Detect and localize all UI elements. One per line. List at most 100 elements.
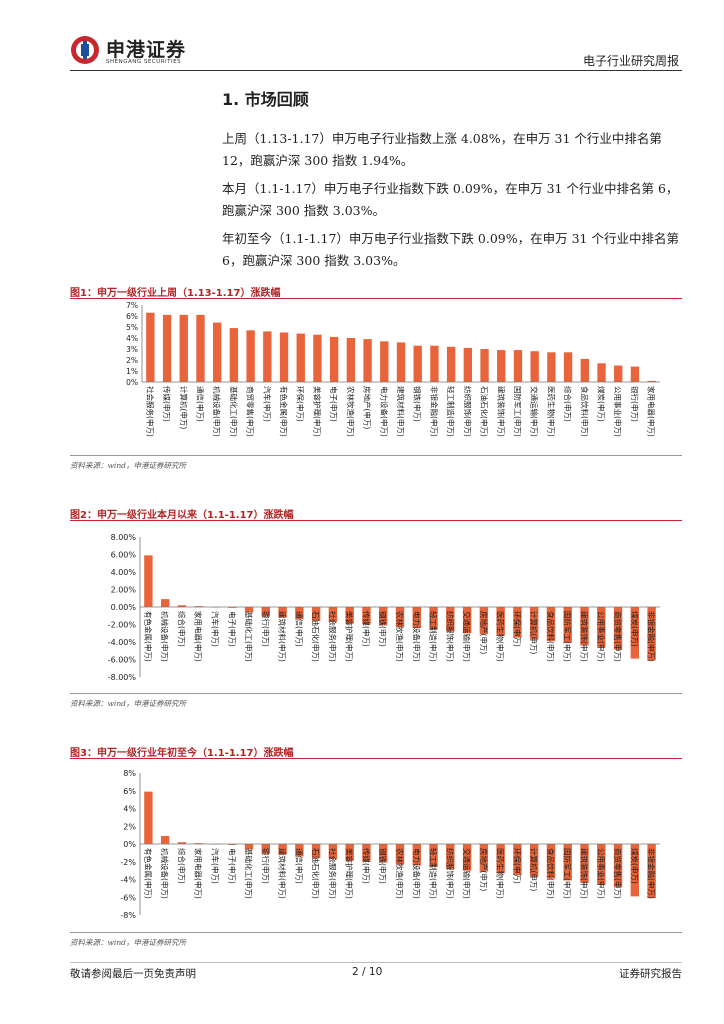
x-category-label: 家用电器(申万)	[194, 611, 204, 662]
bar	[580, 607, 589, 646]
bar	[630, 607, 640, 659]
x-category-label: 传媒(申万)	[162, 386, 172, 422]
figure-2-source: 资料来源：wind，申港证券研究所	[70, 699, 186, 708]
y-tick-label: 8%	[123, 769, 136, 778]
bar	[479, 607, 489, 635]
x-category-label: 美容护理(申万)	[345, 611, 355, 662]
x-category-label: 国防军工(申万)	[563, 848, 573, 899]
bar	[263, 331, 272, 382]
figure-3-bottom-rule	[70, 932, 682, 933]
y-tick-label: 4%	[123, 805, 136, 814]
y-tick-label: -4.00%	[108, 638, 137, 647]
company-name-en: SHENGANG SECURITIES	[106, 59, 182, 65]
x-category-label: 银行(申万)	[630, 386, 640, 422]
figure-2-title: 图2：申万一级行业本月以来（1.1-1.17）涨跌幅	[70, 510, 294, 521]
x-category-label: 食品饮料(申万)	[580, 386, 590, 437]
bar	[144, 791, 153, 844]
bar	[194, 606, 203, 607]
bar	[547, 352, 556, 382]
x-category-label: 环保(申万)	[296, 386, 306, 422]
bar	[463, 347, 473, 382]
figure-1-source: 资料来源：wind，申港证券研究所	[70, 461, 186, 470]
y-tick-label: 6%	[126, 312, 138, 321]
x-category-label: 医药生物(申万)	[546, 386, 556, 437]
x-category-label: 传媒(申万)	[361, 611, 371, 647]
x-category-label: 建筑装饰(申万)	[496, 386, 506, 437]
x-category-label: 农林牧渔(申万)	[395, 611, 405, 662]
bar	[479, 844, 489, 872]
bar	[647, 607, 656, 661]
bar	[379, 607, 388, 626]
bar	[345, 607, 354, 624]
bar	[395, 607, 405, 628]
x-category-label: 机械设备(申万)	[160, 611, 170, 662]
logo-mark-icon	[71, 36, 99, 64]
x-category-label: 煤炭(申万)	[597, 386, 607, 422]
y-tick-label: 6%	[123, 787, 136, 796]
figure-3-title: 图3：申万一级行业年初至今（1.1-1.17）涨跌幅	[70, 748, 294, 759]
x-category-label: 家用电器(申万)	[194, 848, 204, 899]
footer-disclaimer[interactable]: 敬请参阅最后一页免责声明	[70, 968, 196, 980]
bar	[647, 844, 656, 899]
x-category-label: 公用事业(申万)	[596, 848, 606, 899]
bar	[546, 844, 556, 879]
x-category-label: 轻工制造(申万)	[429, 611, 439, 662]
bar	[328, 607, 338, 622]
bar	[497, 350, 506, 382]
bar	[311, 607, 321, 621]
bar	[311, 844, 321, 859]
x-category-label: 电子(申万)	[227, 848, 237, 884]
x-category-label: 商贸零售(申万)	[613, 848, 623, 899]
y-tick-label: 5%	[126, 323, 138, 332]
x-category-label: 房地产(申万)	[363, 386, 373, 429]
x-category-label: 轻工制造(申万)	[446, 386, 456, 437]
x-category-label: 农林牧渔(申万)	[346, 386, 356, 437]
bar	[279, 332, 289, 382]
bar	[530, 607, 539, 640]
bar	[597, 363, 606, 382]
bar	[160, 599, 170, 607]
bar	[597, 607, 606, 648]
figure-2-chart: 8.00% 6.00% 4.00% 2.00% 0.00% -2.00% -4.00% -6.…	[108, 533, 660, 682]
figure-1-title: 图1：申万一级行业上周（1.13-1.17）涨跌幅	[70, 288, 281, 299]
x-category-label: 国防军工(申万)	[513, 386, 523, 437]
x-category-label: 综合(申万)	[177, 848, 187, 884]
bar	[295, 844, 304, 857]
x-category-label: 医药生物(申万)	[496, 848, 506, 899]
bar	[328, 844, 338, 860]
x-category-label: 国防军工(申万)	[563, 611, 573, 662]
bar	[229, 328, 239, 382]
y-tick-label: -2%	[120, 858, 136, 867]
y-tick-label: 2%	[123, 822, 136, 831]
bar	[630, 366, 640, 382]
x-category-label: 纺织服饰(申万)	[445, 848, 455, 899]
x-category-label: 计算机(申万)	[529, 611, 539, 654]
x-category-label: 建筑装饰(申万)	[580, 611, 590, 662]
x-category-label: 有色金属(申万)	[279, 386, 289, 437]
bar	[563, 844, 572, 881]
y-tick-label: -4%	[120, 876, 136, 885]
figure-1-bottom-rule	[70, 455, 682, 456]
x-category-label: 纺织服饰(申万)	[445, 611, 455, 662]
bar	[395, 844, 405, 865]
bar	[362, 844, 371, 862]
y-tick-label: -8.00%	[108, 673, 137, 682]
bar	[228, 844, 237, 845]
bar	[496, 844, 505, 874]
y-tick-label: 8.00%	[111, 533, 137, 542]
x-category-label: 非银金融(申万)	[429, 386, 439, 437]
x-category-label: 环保(申万)	[512, 611, 522, 647]
x-category-label: 钢铁(申万)	[378, 848, 388, 884]
bar	[412, 607, 421, 628]
bar	[563, 352, 573, 382]
bar	[246, 330, 255, 382]
bar	[261, 844, 270, 854]
x-category-label: 建筑装饰(申万)	[580, 848, 590, 899]
x-category-label: 社会服务(申万)	[328, 611, 338, 662]
x-category-label: 交通运输(申万)	[530, 386, 540, 437]
bar	[160, 836, 170, 844]
x-category-label: 有色金属(申万)	[143, 848, 153, 899]
x-category-label: 环保(申万)	[512, 848, 522, 884]
bar	[563, 607, 572, 643]
bar	[162, 314, 172, 382]
